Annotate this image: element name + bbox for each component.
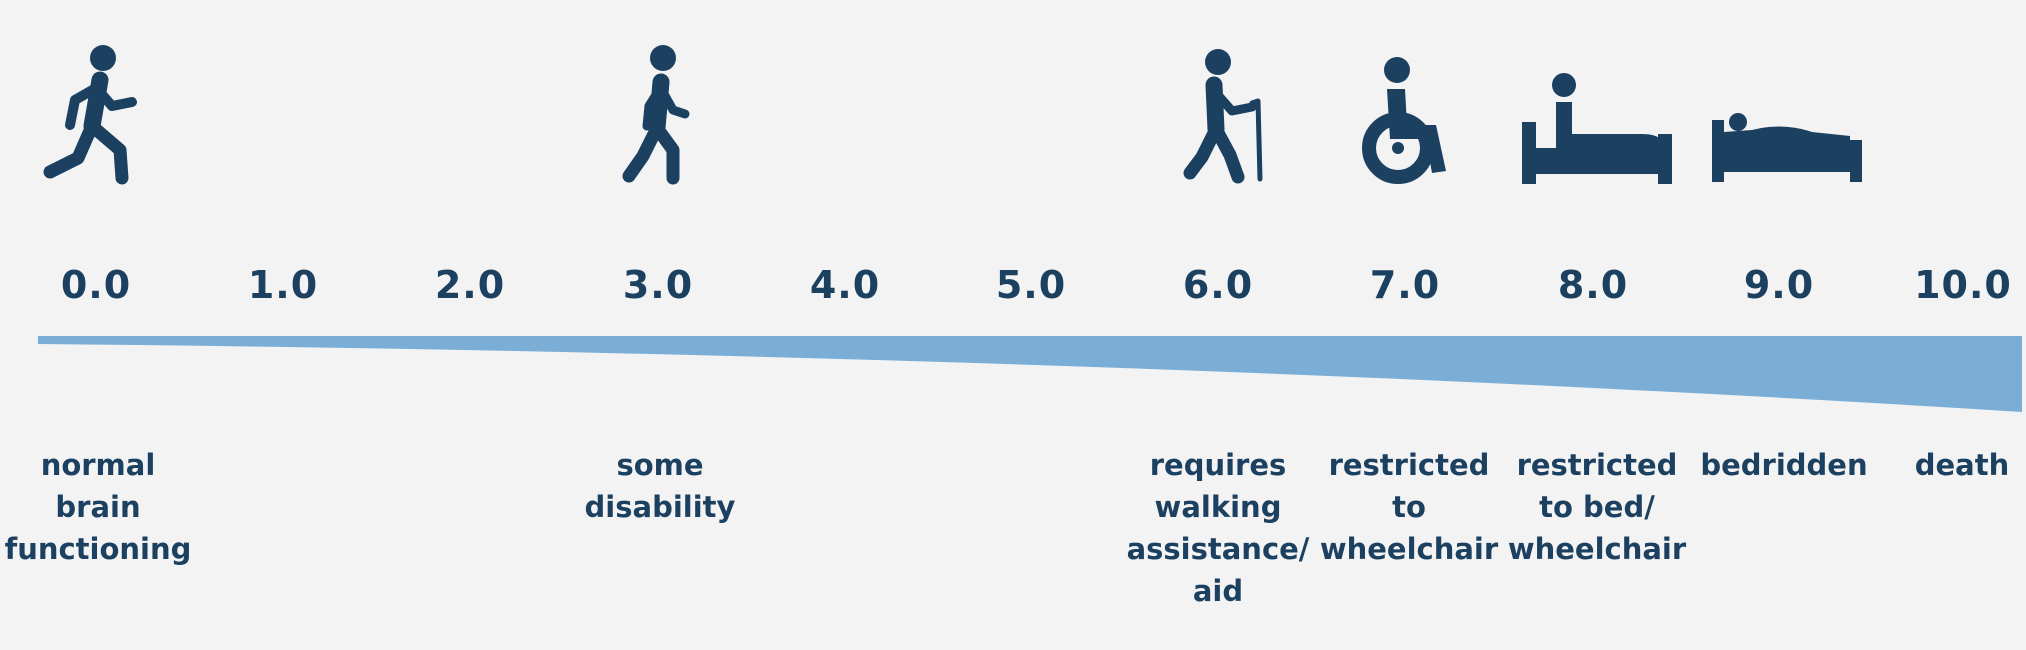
stage-label-walking-assistance: requires walking assistance/ aid [1126, 448, 1310, 608]
wheelchair-user-icon [1360, 55, 1460, 190]
person-sitting-in-bed-icon [1522, 72, 1672, 187]
scale-tick-3: 3.0 [622, 263, 694, 307]
scale-tick-9: 9.0 [1743, 263, 1815, 307]
severity-wedge [38, 336, 2022, 412]
stage-label-bed-wheelchair: restricted to bed/ wheelchair [1507, 448, 1687, 566]
scale-tick-10: 10.0 [1914, 263, 2012, 307]
scale-tick-2: 2.0 [434, 263, 506, 307]
stage-label-normal: normal brain functioning [4, 448, 192, 566]
scale-tick-5: 5.0 [995, 263, 1067, 307]
scale-tick-0: 0.0 [60, 263, 132, 307]
running-person-icon [40, 40, 150, 190]
scale-tick-6: 6.0 [1182, 263, 1254, 307]
stage-label-bedridden: bedridden [1700, 448, 1868, 482]
stage-label-wheelchair: restricted to wheelchair [1319, 448, 1499, 566]
person-lying-in-bed-icon [1712, 110, 1862, 185]
scale-tick-8: 8.0 [1557, 263, 1629, 307]
scale-tick-7: 7.0 [1369, 263, 1441, 307]
stage-label-some-disability: some disability [584, 448, 736, 524]
walking-person-icon [615, 40, 705, 190]
scale-tick-4: 4.0 [809, 263, 881, 307]
person-with-cane-icon [1180, 45, 1270, 190]
scale-tick-1: 1.0 [247, 263, 319, 307]
stage-label-death: death [1914, 448, 2010, 482]
